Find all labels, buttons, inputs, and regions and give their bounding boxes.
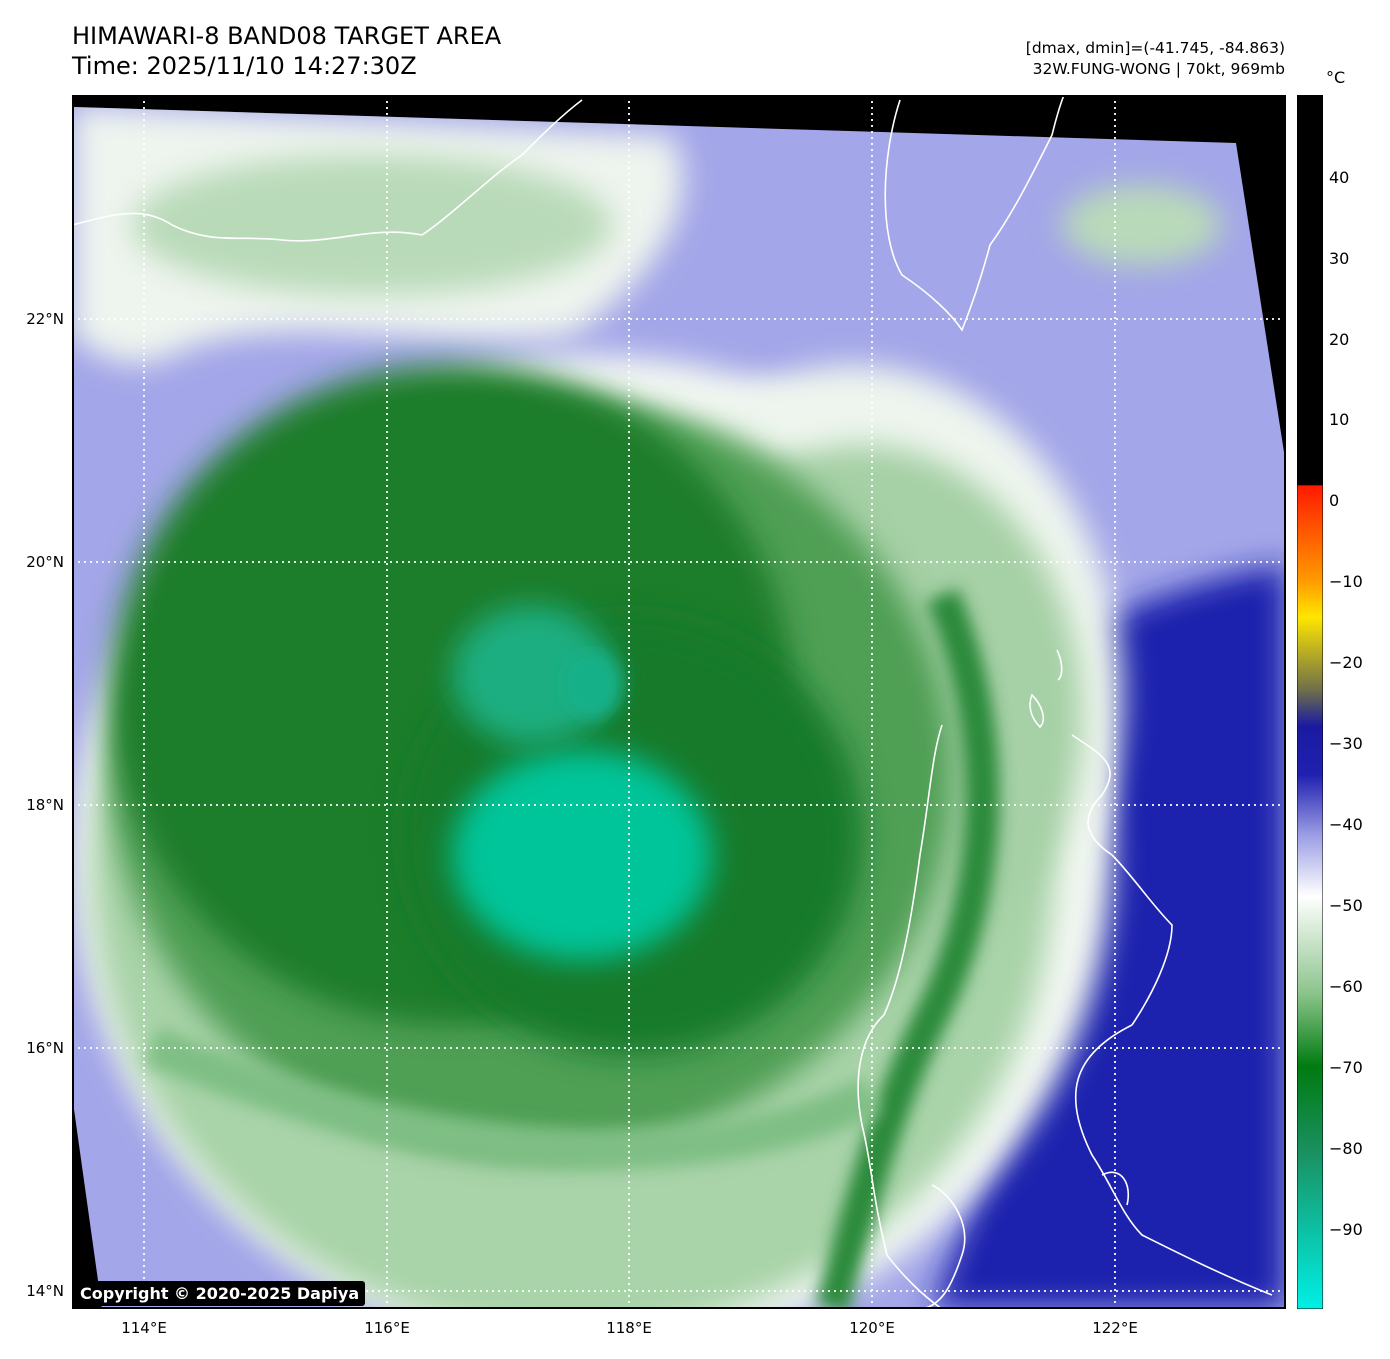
cloud-imagery	[72, 107, 1286, 1309]
spiral-band-east	[815, 588, 1000, 1309]
lon-label-122e: 122°E	[1092, 1319, 1138, 1337]
lon-label-120e: 120°E	[849, 1319, 895, 1337]
lon-label-116e: 116°E	[364, 1319, 410, 1337]
lat-label-14n: 14°N	[26, 1282, 64, 1300]
colorbar	[1297, 95, 1323, 1309]
colorbar-tick: −50	[1329, 896, 1363, 915]
colorbar-tick: −60	[1329, 977, 1363, 996]
colorbar-tick: −40	[1329, 815, 1363, 834]
colorbar-tick: −10	[1329, 572, 1363, 591]
lat-label-22n: 22°N	[26, 310, 64, 328]
colorbar-unit: °C	[1326, 68, 1346, 87]
copyright-badge: Copyright © 2020-2025 Dapiya	[74, 1281, 366, 1306]
central-dense-overcast	[452, 750, 712, 960]
colorbar-tick: −90	[1329, 1220, 1363, 1239]
colorbar-tick: 20	[1329, 330, 1350, 349]
lon-label-118e: 118°E	[606, 1319, 652, 1337]
lat-label-18n: 18°N	[26, 796, 64, 814]
lat-label-20n: 20°N	[26, 553, 64, 571]
colorbar-tick: −20	[1329, 653, 1363, 672]
graticule	[72, 95, 1286, 1309]
colorbar-tick: 0	[1329, 491, 1340, 510]
range-info: [dmax, dmin]=(-41.745, -84.863)	[1025, 39, 1285, 57]
spiral-band-south	[143, 1026, 881, 1170]
colorbar-tick: −80	[1329, 1139, 1363, 1158]
lat-label-16n: 16°N	[26, 1039, 64, 1057]
lon-label-114e: 114°E	[121, 1319, 167, 1337]
satellite-map	[72, 95, 1286, 1309]
map-frame	[72, 95, 1286, 1309]
colorbar-tick: −30	[1329, 734, 1363, 753]
title-line-2: Time: 2025/11/10 14:27:30Z	[72, 52, 417, 80]
storm-info: 32W.FUNG-WONG | 70kt, 969mb	[1032, 60, 1285, 78]
coastlines	[72, 95, 1273, 1309]
luzon-coast	[857, 724, 943, 1309]
taiwan-coast	[884, 95, 1065, 332]
colorbar-tick: 10	[1329, 410, 1350, 429]
colorbar-tick: −70	[1329, 1058, 1363, 1077]
colorbar-tick: 30	[1329, 249, 1350, 268]
colorbar-tick: 40	[1329, 168, 1350, 187]
title-line-1: HIMAWARI-8 BAND08 TARGET AREA	[72, 22, 502, 50]
